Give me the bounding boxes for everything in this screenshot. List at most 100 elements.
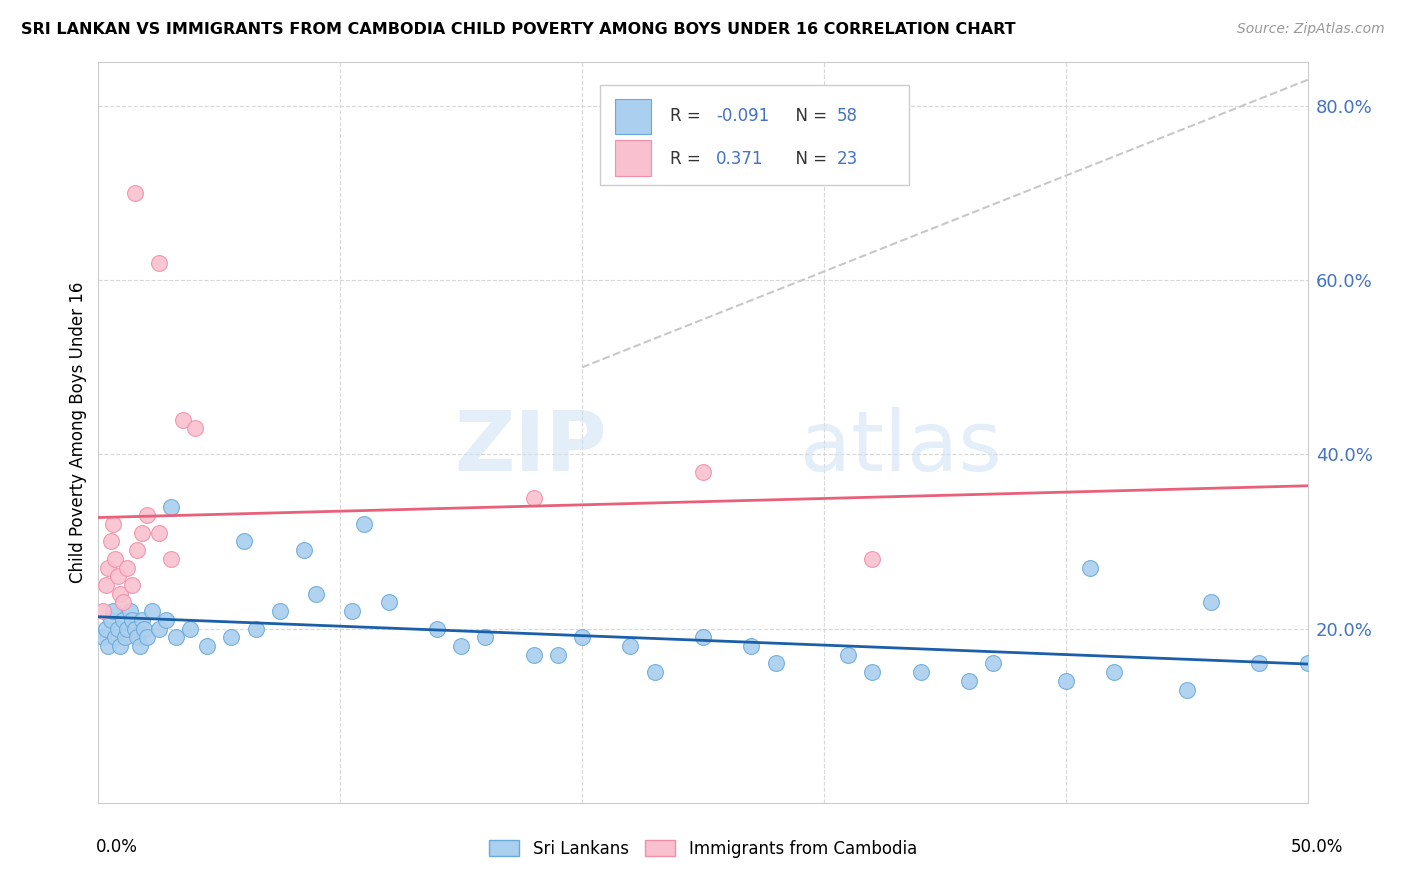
Point — [117, 622, 139, 636]
Point — [292, 543, 315, 558]
Point — [101, 517, 124, 532]
Point — [127, 630, 149, 644]
Point — [148, 622, 170, 636]
Text: 58: 58 — [837, 108, 858, 126]
Point — [114, 630, 136, 644]
Point — [1249, 657, 1271, 671]
Point — [91, 604, 114, 618]
Text: 0.371: 0.371 — [716, 150, 763, 168]
Point — [837, 648, 859, 662]
Point — [100, 534, 122, 549]
Text: R =: R = — [671, 150, 706, 168]
Point — [124, 622, 146, 636]
Point — [305, 587, 328, 601]
Text: Source: ZipAtlas.com: Source: ZipAtlas.com — [1237, 22, 1385, 37]
Text: ZIP: ZIP — [454, 407, 606, 488]
Point — [571, 630, 593, 644]
Bar — [614, 99, 651, 135]
Point — [131, 613, 153, 627]
Point — [1078, 560, 1101, 574]
Point — [547, 648, 569, 662]
Point — [910, 665, 932, 680]
Point — [121, 578, 143, 592]
Point — [135, 630, 157, 644]
Point — [165, 630, 187, 644]
Point — [232, 534, 254, 549]
Point — [94, 622, 117, 636]
Point — [221, 630, 243, 644]
Point — [179, 622, 201, 636]
Point — [172, 412, 194, 426]
Text: -0.091: -0.091 — [716, 108, 769, 126]
Point — [765, 657, 787, 671]
Point — [108, 639, 131, 653]
Point — [957, 673, 980, 688]
Text: SRI LANKAN VS IMMIGRANTS FROM CAMBODIA CHILD POVERTY AMONG BOYS UNDER 16 CORRELA: SRI LANKAN VS IMMIGRANTS FROM CAMBODIA C… — [21, 22, 1015, 37]
Point — [860, 665, 883, 680]
Point — [118, 604, 141, 618]
Point — [111, 613, 134, 627]
Point — [523, 491, 546, 505]
Text: N =: N = — [785, 108, 832, 126]
Point — [91, 630, 114, 644]
Y-axis label: Child Poverty Among Boys Under 16: Child Poverty Among Boys Under 16 — [69, 282, 87, 583]
Point — [860, 552, 883, 566]
Point — [117, 560, 139, 574]
Point — [981, 657, 1004, 671]
Point — [474, 630, 496, 644]
Point — [269, 604, 291, 618]
Point — [101, 604, 124, 618]
Point — [1296, 657, 1319, 671]
Point — [184, 421, 207, 435]
Text: atlas: atlas — [800, 407, 1001, 488]
Point — [342, 604, 364, 618]
Point — [124, 186, 146, 200]
Point — [127, 543, 149, 558]
Point — [134, 622, 156, 636]
Point — [155, 613, 177, 627]
Point — [131, 525, 153, 540]
Point — [104, 630, 127, 644]
Point — [97, 560, 120, 574]
Point — [1102, 665, 1125, 680]
Point — [111, 595, 134, 609]
Point — [644, 665, 666, 680]
Point — [1054, 673, 1077, 688]
Point — [94, 578, 117, 592]
Point — [108, 587, 131, 601]
Text: 23: 23 — [837, 150, 859, 168]
Point — [353, 517, 375, 532]
Point — [97, 639, 120, 653]
Point — [148, 256, 170, 270]
Point — [141, 604, 163, 618]
Point — [619, 639, 641, 653]
Point — [450, 639, 472, 653]
Point — [1199, 595, 1222, 609]
Point — [148, 525, 170, 540]
Point — [426, 622, 449, 636]
Text: 0.0%: 0.0% — [96, 838, 138, 855]
Point — [195, 639, 218, 653]
Point — [135, 508, 157, 523]
Bar — [614, 140, 651, 176]
Point — [107, 569, 129, 583]
Text: N =: N = — [785, 150, 832, 168]
Point — [245, 622, 267, 636]
Point — [104, 552, 127, 566]
Point — [523, 648, 546, 662]
Legend: Sri Lankans, Immigrants from Cambodia: Sri Lankans, Immigrants from Cambodia — [482, 833, 924, 865]
Point — [107, 622, 129, 636]
Point — [100, 613, 122, 627]
Point — [377, 595, 399, 609]
Point — [160, 500, 183, 514]
Point — [160, 552, 183, 566]
Point — [121, 613, 143, 627]
Point — [740, 639, 762, 653]
Text: 50.0%: 50.0% — [1291, 838, 1343, 855]
Point — [1175, 682, 1198, 697]
FancyBboxPatch shape — [600, 85, 908, 185]
Point — [128, 639, 150, 653]
Point — [692, 465, 714, 479]
Text: R =: R = — [671, 108, 706, 126]
Point — [692, 630, 714, 644]
